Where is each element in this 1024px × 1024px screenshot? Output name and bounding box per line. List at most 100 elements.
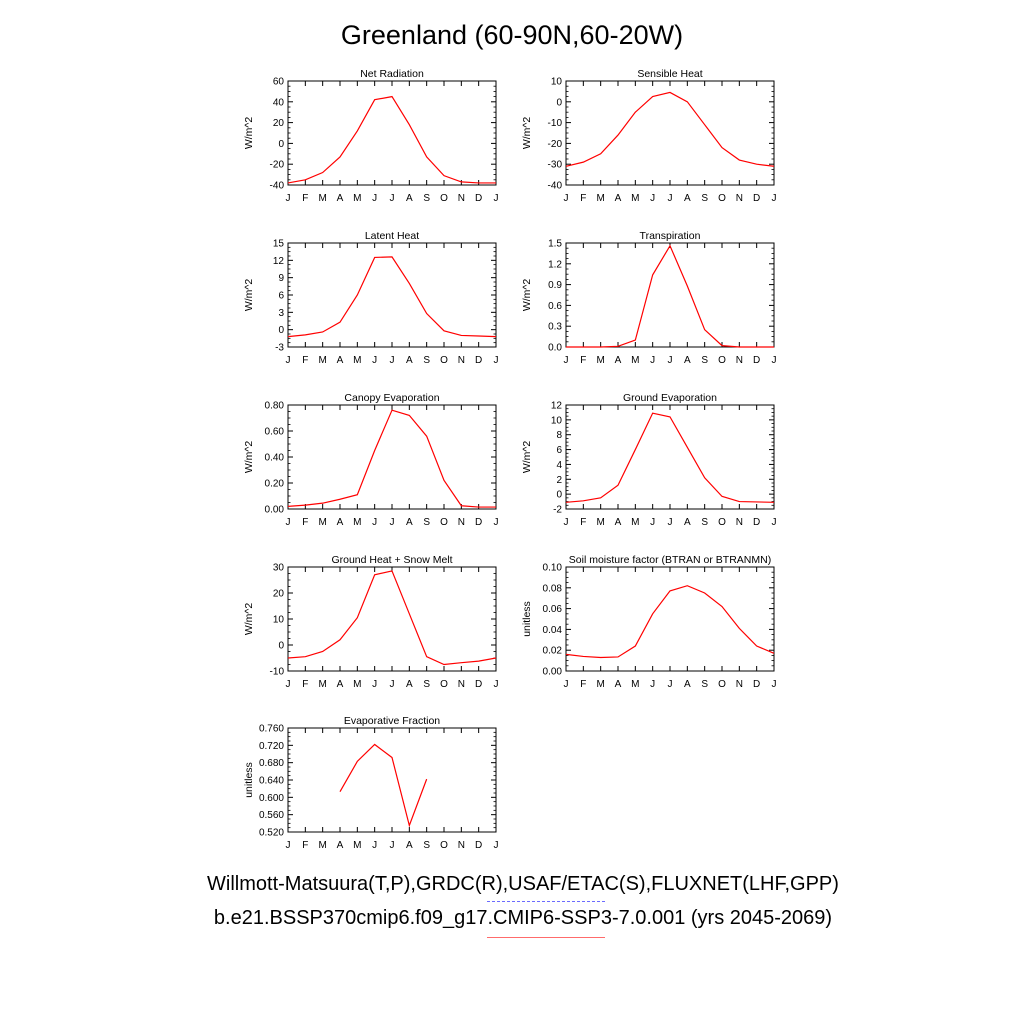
x-tick-label: J bbox=[494, 679, 499, 690]
x-tick-label: F bbox=[580, 193, 586, 204]
x-tick-label: J bbox=[390, 840, 395, 851]
legend-model-line-sample bbox=[487, 937, 605, 938]
series-line bbox=[287, 409, 496, 508]
y-tick-label: -40 bbox=[548, 181, 563, 192]
panel-title: Sensible Heat bbox=[637, 68, 702, 80]
x-tick-label: M bbox=[596, 517, 604, 528]
x-tick-label: J bbox=[372, 355, 377, 366]
x-tick-label: M bbox=[596, 355, 604, 366]
y-tick-label: 0.00 bbox=[543, 667, 563, 678]
x-tick-label: J bbox=[668, 679, 673, 690]
legend-observations-line-sample bbox=[487, 901, 605, 902]
y-tick-label: -30 bbox=[548, 160, 563, 171]
y-tick-label: 30 bbox=[273, 563, 285, 574]
y-tick-label: 9 bbox=[278, 273, 284, 284]
y-tick-label: -3 bbox=[275, 343, 284, 354]
x-tick-label: J bbox=[564, 517, 569, 528]
x-tick-label: A bbox=[406, 679, 413, 690]
y-axis-label: W/m^2 bbox=[521, 279, 533, 312]
x-tick-label: A bbox=[337, 193, 344, 204]
x-tick-label: S bbox=[423, 679, 430, 690]
y-tick-label: 10 bbox=[551, 415, 563, 426]
panel-7: Soil moisture factor (BTRAN or BTRANMN) u… bbox=[521, 554, 777, 690]
y-tick-label: 0.10 bbox=[543, 563, 563, 574]
x-tick-label: O bbox=[440, 355, 448, 366]
y-axis-label: unitless bbox=[521, 601, 533, 637]
y-tick-label: 0.9 bbox=[548, 280, 562, 291]
x-tick-label: S bbox=[423, 840, 430, 851]
x-tick-label: D bbox=[475, 355, 482, 366]
x-tick-label: J bbox=[286, 840, 291, 851]
x-tick-label: A bbox=[406, 840, 413, 851]
x-tick-label: F bbox=[580, 355, 586, 366]
y-tick-label: 6 bbox=[556, 445, 562, 456]
series-line bbox=[565, 412, 775, 503]
page-title: Greenland (60-90N,60-20W) bbox=[340, 20, 684, 50]
y-tick-label: 0.560 bbox=[259, 810, 284, 821]
x-tick-label: O bbox=[718, 193, 726, 204]
panel-title: Transpiration bbox=[640, 230, 701, 242]
y-tick-label: 0.520 bbox=[259, 828, 284, 839]
y-tick-label: 0 bbox=[278, 641, 284, 652]
x-tick-label: D bbox=[475, 517, 482, 528]
x-tick-label: J bbox=[772, 355, 777, 366]
y-axis-label: unitless bbox=[243, 762, 255, 798]
x-tick-label: F bbox=[580, 679, 586, 690]
x-tick-label: A bbox=[337, 840, 344, 851]
y-tick-label: 0 bbox=[556, 490, 562, 501]
x-tick-label: O bbox=[718, 517, 726, 528]
legend-observations: Willmott-Matsuura(T,P),GRDC(R),USAF/ETAC… bbox=[207, 873, 839, 895]
panel-title: Net Radiation bbox=[360, 68, 424, 80]
y-tick-label: 0.04 bbox=[543, 625, 563, 636]
x-tick-label: M bbox=[353, 355, 361, 366]
x-tick-label: D bbox=[475, 679, 482, 690]
x-tick-label: M bbox=[318, 193, 326, 204]
x-tick-label: O bbox=[440, 679, 448, 690]
y-tick-label: 0.3 bbox=[548, 322, 562, 333]
x-tick-label: J bbox=[390, 679, 395, 690]
x-tick-label: M bbox=[631, 517, 639, 528]
y-axis-label: W/m^2 bbox=[243, 441, 255, 474]
y-tick-label: -10 bbox=[548, 118, 563, 129]
x-tick-label: M bbox=[353, 840, 361, 851]
x-tick-label: J bbox=[650, 517, 655, 528]
series-line bbox=[287, 256, 497, 338]
x-tick-label: J bbox=[286, 679, 291, 690]
panel-frame bbox=[287, 727, 497, 833]
panel-title: Ground Evaporation bbox=[623, 392, 717, 404]
series-line bbox=[565, 585, 775, 659]
y-axis-label: W/m^2 bbox=[521, 117, 533, 150]
y-tick-label: 3 bbox=[278, 308, 284, 319]
x-tick-label: O bbox=[440, 517, 448, 528]
series-line bbox=[339, 743, 428, 828]
y-tick-label: 8 bbox=[556, 430, 562, 441]
x-tick-label: J bbox=[372, 679, 377, 690]
y-tick-label: 0 bbox=[278, 325, 284, 336]
x-tick-label: J bbox=[372, 517, 377, 528]
x-tick-label: M bbox=[318, 679, 326, 690]
y-tick-label: 20 bbox=[273, 589, 285, 600]
panel-title: Canopy Evaporation bbox=[344, 392, 439, 404]
y-tick-label: -20 bbox=[548, 139, 563, 150]
x-tick-label: F bbox=[302, 355, 308, 366]
panel-frame bbox=[287, 404, 497, 510]
x-tick-label: O bbox=[440, 193, 448, 204]
panel-title: Soil moisture factor (BTRAN or BTRANMN) bbox=[569, 554, 771, 566]
y-tick-label: 10 bbox=[273, 615, 285, 626]
y-tick-label: -10 bbox=[270, 667, 285, 678]
x-tick-label: J bbox=[564, 355, 569, 366]
x-tick-label: D bbox=[753, 355, 760, 366]
y-tick-label: 12 bbox=[551, 401, 563, 412]
y-tick-label: 0.08 bbox=[543, 583, 563, 594]
x-tick-label: J bbox=[564, 193, 569, 204]
x-tick-label: M bbox=[631, 679, 639, 690]
x-tick-label: A bbox=[406, 517, 413, 528]
y-tick-label: 0.720 bbox=[259, 741, 284, 752]
x-tick-label: D bbox=[475, 840, 482, 851]
x-tick-label: M bbox=[318, 517, 326, 528]
x-tick-label: A bbox=[684, 679, 691, 690]
